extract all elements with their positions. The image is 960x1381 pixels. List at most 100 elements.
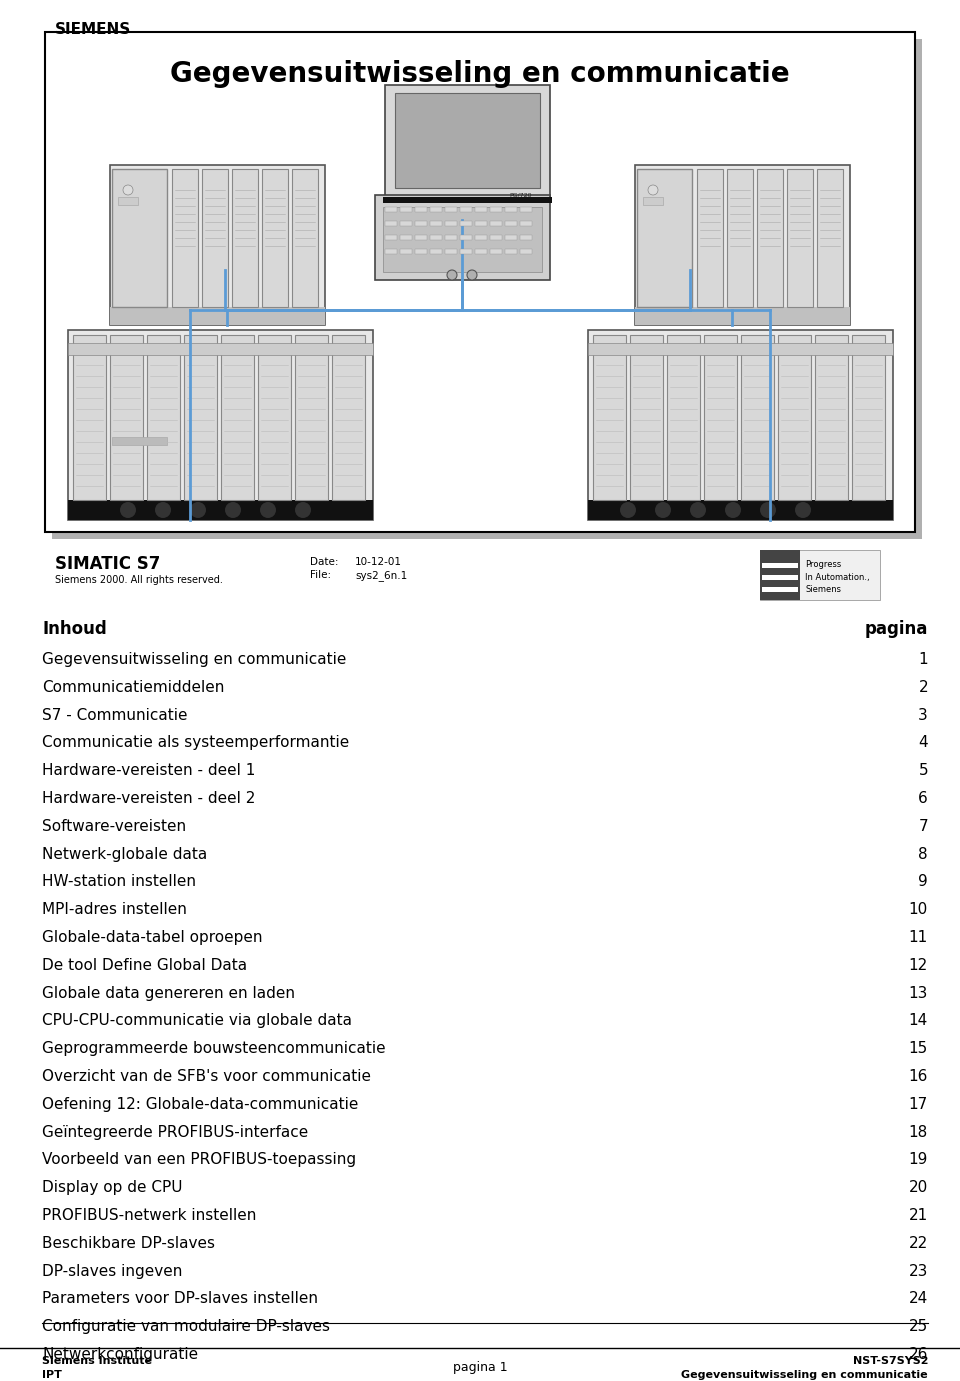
Text: Netwerk-globale data: Netwerk-globale data (42, 847, 207, 862)
Bar (475, 235, 487, 240)
Bar (430, 249, 442, 254)
Text: De tool Define Global Data: De tool Define Global Data (42, 958, 247, 972)
Bar (460, 221, 472, 226)
Bar (415, 249, 427, 254)
Text: Parameters voor DP-slaves instellen: Parameters voor DP-slaves instellen (42, 1291, 318, 1306)
Text: Hardware-vereisten - deel 1: Hardware-vereisten - deel 1 (42, 764, 255, 779)
Circle shape (725, 503, 741, 518)
Bar (593, 336, 626, 500)
Text: 1: 1 (919, 652, 928, 667)
Text: Communicatie als systeemperformantie: Communicatie als systeemperformantie (42, 736, 349, 750)
Bar (258, 336, 291, 500)
Bar (762, 587, 798, 592)
Text: 20: 20 (909, 1181, 928, 1195)
Text: Hardware-vereisten - deel 2: Hardware-vereisten - deel 2 (42, 791, 255, 807)
Text: Beschikbare DP-slaves: Beschikbare DP-slaves (42, 1236, 215, 1251)
Text: Netwerkconfiguratie: Netwerkconfiguratie (42, 1346, 198, 1362)
Bar (430, 221, 442, 226)
Bar (704, 336, 737, 500)
Text: 25: 25 (909, 1319, 928, 1334)
Circle shape (295, 503, 311, 518)
Bar (118, 197, 138, 204)
Bar (295, 336, 328, 500)
Bar (475, 207, 487, 213)
Text: Geïntegreerde PROFIBUS-interface: Geïntegreerde PROFIBUS-interface (42, 1124, 308, 1139)
Bar (68, 500, 373, 521)
Bar (400, 249, 412, 254)
Text: Voorbeeld van een PROFIBUS-toepassing: Voorbeeld van een PROFIBUS-toepassing (42, 1152, 356, 1167)
Circle shape (260, 503, 276, 518)
Text: pagina: pagina (865, 620, 928, 638)
Text: 8: 8 (919, 847, 928, 862)
Text: 4: 4 (919, 736, 928, 750)
Text: 10-12-01: 10-12-01 (355, 557, 402, 568)
Text: 14: 14 (909, 1014, 928, 1029)
Bar (588, 342, 893, 355)
Text: Overzicht van de SFB's voor communicatie: Overzicht van de SFB's voor communicatie (42, 1069, 371, 1084)
Bar (762, 563, 798, 568)
Text: 23: 23 (908, 1264, 928, 1279)
Text: 22: 22 (909, 1236, 928, 1251)
Text: 24: 24 (909, 1291, 928, 1306)
Text: MPI-adres instellen: MPI-adres instellen (42, 902, 187, 917)
Circle shape (467, 271, 477, 280)
Text: Geprogrammeerde bouwsteencommunicatie: Geprogrammeerde bouwsteencommunicatie (42, 1041, 386, 1056)
Text: Communicatiemiddelen: Communicatiemiddelen (42, 679, 225, 695)
Text: 16: 16 (908, 1069, 928, 1084)
Circle shape (690, 503, 706, 518)
Bar (697, 168, 723, 307)
Bar (787, 168, 813, 307)
Text: Progress
In Automation.,
Siemens: Progress In Automation., Siemens (805, 561, 870, 594)
Text: Inhoud: Inhoud (42, 620, 107, 638)
Text: SIEMENS: SIEMENS (55, 22, 132, 37)
Bar (505, 221, 517, 226)
Circle shape (620, 503, 636, 518)
Bar (741, 336, 774, 500)
Bar (490, 207, 502, 213)
Bar (520, 249, 532, 254)
Text: 26: 26 (908, 1346, 928, 1362)
Text: HW-station instellen: HW-station instellen (42, 874, 196, 889)
Bar (635, 307, 850, 325)
Bar (110, 336, 143, 500)
Text: Gegevensuitwisseling en communicatie: Gegevensuitwisseling en communicatie (170, 59, 790, 88)
Text: sys2_6n.1: sys2_6n.1 (355, 570, 407, 581)
Text: Gegevensuitwisseling en communicatie: Gegevensuitwisseling en communicatie (42, 652, 347, 667)
Bar (332, 336, 365, 500)
Circle shape (123, 185, 133, 195)
Text: 12: 12 (909, 958, 928, 972)
Bar (762, 574, 798, 580)
Bar (490, 235, 502, 240)
Bar (202, 168, 228, 307)
Bar (385, 207, 397, 213)
Text: PROFIBUS-netwerk instellen: PROFIBUS-netwerk instellen (42, 1208, 256, 1224)
Bar (415, 207, 427, 213)
Bar (778, 336, 811, 500)
Text: 21: 21 (909, 1208, 928, 1224)
Bar (68, 342, 373, 355)
Bar (643, 197, 663, 204)
Bar (395, 93, 540, 188)
Bar (505, 249, 517, 254)
Text: 13: 13 (908, 986, 928, 1001)
Circle shape (655, 503, 671, 518)
Bar (817, 168, 843, 307)
Text: 9: 9 (919, 874, 928, 889)
Bar (588, 330, 893, 521)
Text: Date:: Date: (310, 557, 339, 568)
Text: Gegevensuitwisseling en communicatie: Gegevensuitwisseling en communicatie (682, 1370, 928, 1380)
Text: 15: 15 (909, 1041, 928, 1056)
Text: IPT: IPT (42, 1370, 61, 1380)
Bar (667, 336, 700, 500)
Bar (73, 336, 106, 500)
Bar (445, 235, 457, 240)
Text: 19: 19 (908, 1152, 928, 1167)
Bar (415, 221, 427, 226)
Bar (385, 235, 397, 240)
Bar (383, 197, 552, 203)
Bar (385, 221, 397, 226)
Bar (727, 168, 753, 307)
Circle shape (120, 503, 136, 518)
Text: Software-vereisten: Software-vereisten (42, 819, 186, 834)
Circle shape (190, 503, 206, 518)
